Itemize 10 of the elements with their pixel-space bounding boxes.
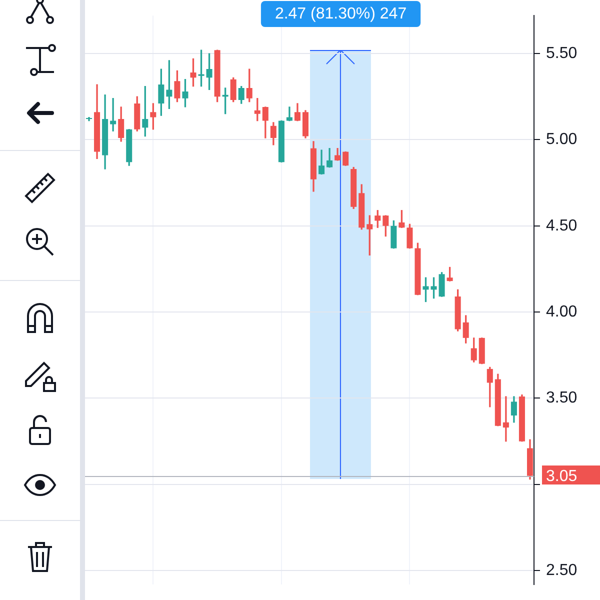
ref-line-label: 3.05: [546, 468, 578, 485]
y-tick-label: 4.00: [546, 303, 578, 320]
y-tick-label: 3.50: [546, 390, 578, 407]
y-tick-label: 2.50: [546, 562, 578, 580]
candlestick: [502, 396, 509, 442]
y-tick-label: 5.50: [546, 44, 578, 62]
y-tick-label: 5.00: [546, 131, 578, 148]
candlestick: [110, 98, 116, 132]
y-tick-label: 4.50: [546, 217, 578, 234]
annotation: 2.47 (81.30%) 247: [274, 5, 407, 22]
